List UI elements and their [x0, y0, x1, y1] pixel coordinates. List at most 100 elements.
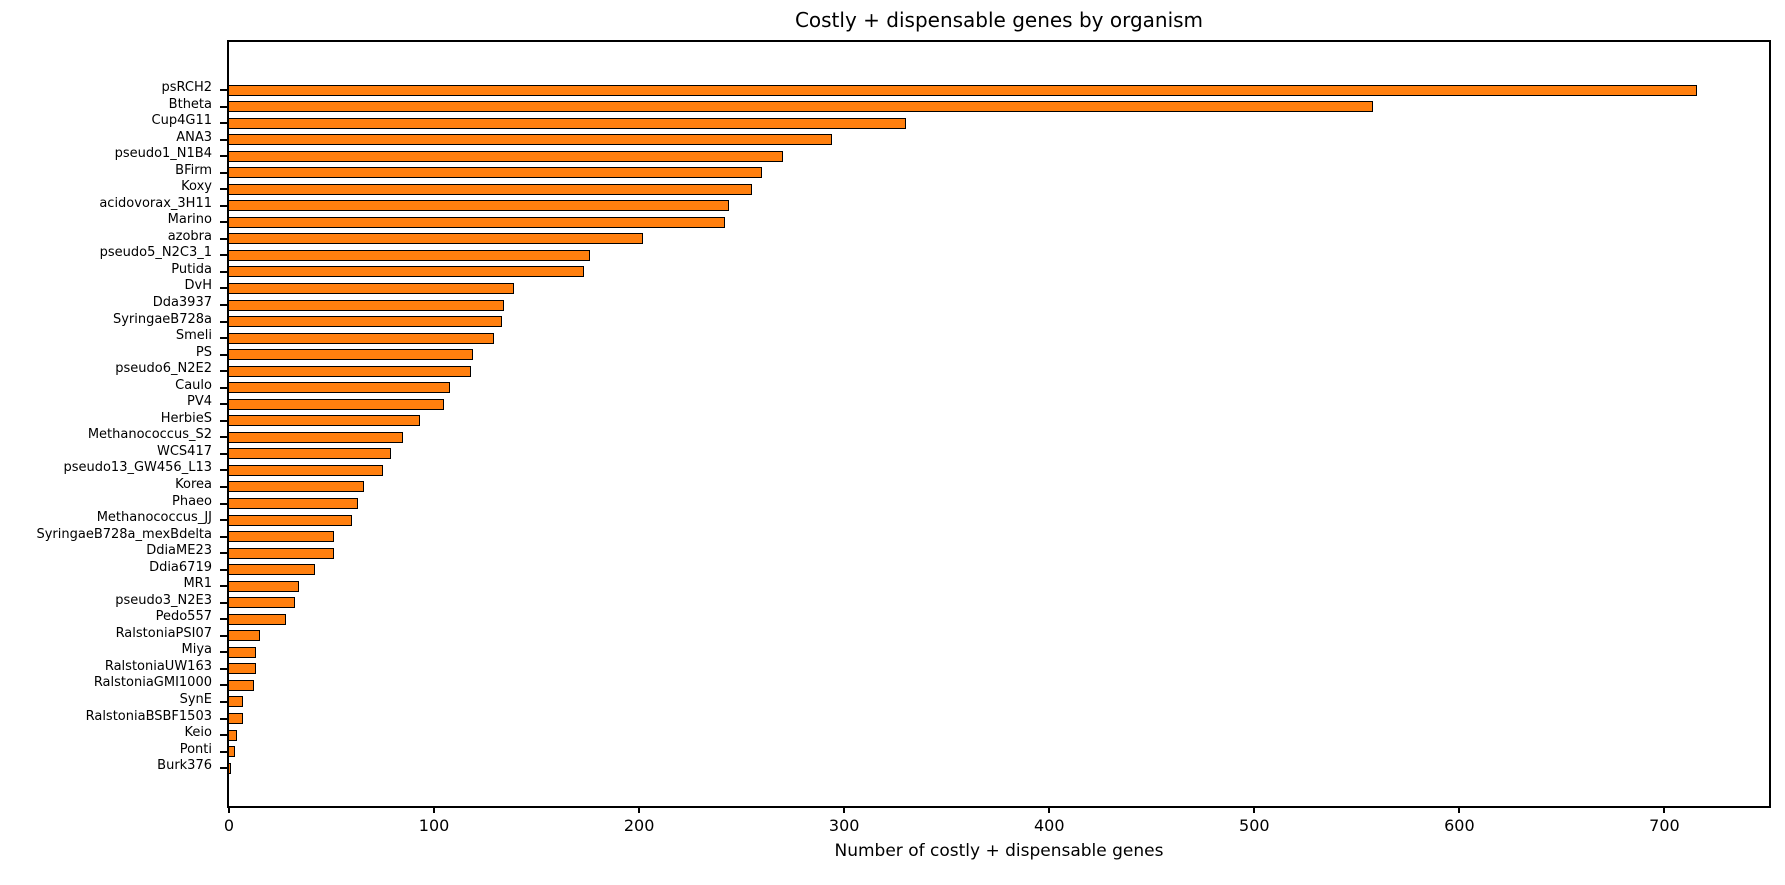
- y-tick-label: pseudo1_N1B4: [114, 146, 212, 162]
- y-tick-label: Dda3937: [152, 295, 212, 311]
- y-tick: [220, 568, 227, 571]
- bar: [229, 316, 502, 328]
- y-tick-label: Burk376: [157, 758, 212, 774]
- bar: [229, 101, 1374, 113]
- bar: [229, 249, 590, 261]
- y-axis-labels: psRCH2 Btheta Cup4G11 ANA3 pseudo1_N1B4 BFirm…: [0, 40, 212, 808]
- y-tick: [220, 171, 227, 174]
- bar: [229, 382, 451, 394]
- bar: [229, 580, 299, 592]
- bar: [229, 464, 383, 476]
- y-tick: [220, 651, 227, 654]
- y-tick: [220, 634, 227, 637]
- bar: [229, 398, 445, 410]
- x-tick: [1253, 806, 1256, 813]
- x-tick: [228, 806, 230, 813]
- x-tick-label: 500: [1239, 816, 1270, 835]
- y-tick: [220, 370, 227, 373]
- bar: [229, 597, 295, 609]
- x-tick: [433, 806, 436, 813]
- x-tick: [843, 806, 846, 813]
- y-tick-label: pseudo5_N2C3_1: [99, 245, 212, 261]
- y-tick: [220, 667, 227, 670]
- y-tick-label: Ddia6719: [149, 559, 212, 575]
- bar: [229, 84, 1698, 96]
- bar: [229, 365, 471, 377]
- x-tick: [1663, 806, 1666, 813]
- y-tick: [220, 122, 227, 125]
- y-tick-label: Smeli: [175, 328, 212, 344]
- bar: [229, 630, 260, 642]
- bar: [229, 216, 726, 228]
- y-tick: [220, 535, 227, 538]
- x-tick-label: 100: [418, 816, 450, 835]
- y-tick: [220, 684, 227, 687]
- y-tick: [220, 502, 227, 505]
- y-tick: [220, 270, 227, 273]
- bar: [229, 282, 515, 294]
- y-tick-label: acidovorax_3H11: [99, 195, 212, 211]
- y-tick-label: Methanococcus_S2: [87, 427, 212, 443]
- bar: [229, 431, 404, 443]
- bar: [229, 646, 256, 658]
- bar: [229, 498, 359, 509]
- x-axis-label: Number of costly + dispensable genes: [834, 841, 1164, 861]
- y-tick-label: Miya: [181, 642, 213, 658]
- y-tick: [220, 452, 227, 455]
- bar: [229, 233, 644, 245]
- y-tick: [220, 337, 227, 340]
- y-tick: [220, 717, 227, 720]
- y-tick-label: pseudo3_N2E3: [115, 592, 212, 608]
- y-tick-label: pseudo13_GW456_L13: [63, 460, 212, 476]
- y-tick-label: Korea: [175, 476, 212, 492]
- y-tick: [220, 254, 227, 257]
- bar: [229, 183, 752, 195]
- bar: [229, 349, 474, 361]
- y-tick-label: SynE: [179, 691, 212, 707]
- y-tick-label: Keio: [184, 725, 212, 741]
- bar: [229, 200, 730, 212]
- y-tick-label: SyringaeB728a: [112, 311, 212, 327]
- bar: [229, 564, 316, 576]
- y-tick: [220, 519, 227, 522]
- bar: [229, 117, 906, 129]
- x-tick: [1458, 806, 1461, 813]
- y-tick: [220, 353, 227, 356]
- y-tick-label: Pedo557: [155, 609, 212, 625]
- y-tick: [220, 403, 227, 406]
- y-tick: [220, 287, 227, 290]
- y-tick: [220, 618, 227, 621]
- y-tick-label: BFirm: [175, 162, 212, 178]
- y-tick-label: pseudo6_N2E2: [115, 361, 212, 377]
- bar: [229, 299, 504, 311]
- y-tick: [220, 485, 227, 488]
- bar: [229, 481, 365, 493]
- x-tick-label: 400: [1033, 816, 1065, 835]
- y-tick: [220, 304, 227, 307]
- y-tick-label: azobra: [167, 228, 212, 244]
- bar: [229, 514, 353, 526]
- bar: [229, 663, 256, 675]
- y-tick-label: Btheta: [168, 96, 212, 112]
- y-tick-label: DvH: [184, 278, 212, 294]
- y-tick-label: SyringaeB728a_mexBdelta: [36, 526, 212, 542]
- y-tick: [220, 552, 227, 555]
- bar: [229, 762, 232, 774]
- y-tick: [220, 469, 227, 472]
- y-tick-label: Putida: [171, 261, 212, 277]
- y-tick: [220, 585, 227, 588]
- y-tick-label: RalstoniaBSBF1503: [85, 708, 212, 724]
- y-tick-label: Methanococcus_JJ: [96, 510, 212, 526]
- y-tick-label: Caulo: [175, 377, 212, 393]
- bar: [229, 531, 334, 543]
- y-tick: [220, 105, 227, 108]
- bar: [229, 266, 584, 278]
- bar: [229, 415, 420, 427]
- y-tick-label: Marino: [167, 212, 212, 228]
- bar: [229, 729, 238, 741]
- y-tick-label: RalstoniaGMI1000: [93, 675, 212, 691]
- y-tick: [220, 700, 227, 703]
- bar: [229, 332, 494, 344]
- y-tick: [220, 155, 227, 158]
